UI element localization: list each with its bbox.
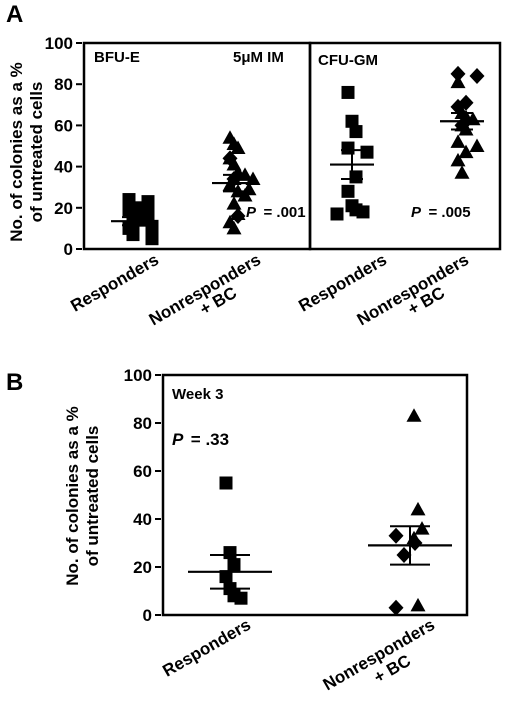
panel-a-tick-label: 80 — [54, 75, 73, 94]
bfu-e-square-point — [126, 228, 140, 242]
bfu-e-p-label: P — [246, 204, 257, 221]
cfu-gm-square-point — [349, 125, 363, 139]
panel-a-tick-label: 0 — [64, 240, 73, 259]
panel-b-triangle-point — [410, 501, 426, 516]
panel-b-marks — [188, 408, 452, 616]
bfu-e-condition: 5μM IM — [233, 49, 284, 66]
cfu-gm-diamond-point — [454, 117, 470, 134]
cfu-gm-square-point — [341, 85, 355, 99]
panel-b-tick-label: 80 — [133, 414, 152, 433]
panel-b-category-responders: Responders — [159, 615, 254, 681]
bfu-e-triangle-point — [230, 140, 246, 155]
panel-a-y-label-line2: of untreated cells — [27, 82, 46, 223]
bfu-e-triangle-point — [245, 171, 261, 185]
cfu-gm-triangle-point — [450, 134, 466, 148]
cfu-gm-title: CFU-GM — [318, 52, 378, 69]
panel-a-y-label-line1: No. of colonies as a % — [7, 62, 26, 242]
panel-b-tick-label: 40 — [133, 510, 152, 529]
cfu-gm-p-label: P — [411, 204, 422, 221]
panel-b-diamond-point — [388, 527, 404, 544]
panel-b-title: Week 3 — [172, 386, 223, 403]
cfu-gm-triangle-point — [469, 138, 485, 152]
panel-b-diamond-point — [388, 599, 404, 616]
panel-a-tick-label: 60 — [54, 116, 73, 135]
panel-a-y-axis-ticks: 0 20 40 60 80 100 — [45, 34, 82, 259]
panel-b-tick-label: 100 — [124, 366, 152, 385]
panel-b-p-number: = .33 — [191, 430, 229, 449]
panel-b-y-axis-ticks: 0 20 40 60 80 100 — [124, 366, 161, 625]
bfu-e-p-value: P = .001 — [246, 204, 306, 221]
panel-b-triangle-point — [414, 521, 430, 535]
panel-b-diamond-point — [407, 535, 423, 551]
panel-b-p-value: P = .33 — [172, 430, 229, 449]
bfu-e-square-point — [145, 219, 159, 233]
cfu-gm-diamond-point — [450, 65, 466, 82]
cfu-gm-square-point — [356, 205, 370, 219]
bfu-e-triangle-point — [226, 220, 242, 235]
panel-b-tick-label: 20 — [133, 558, 152, 577]
panel-a-cfu-gm-frame — [308, 41, 502, 251]
bfu-e-square-point — [141, 195, 155, 209]
panel-a-tick-label: 100 — [45, 34, 73, 53]
bfu-e-marks — [111, 130, 261, 246]
panel-b-y-label-line1: No. of colonies as a % — [63, 406, 82, 586]
panel-a-tick-label: 20 — [54, 199, 73, 218]
panel-b-p-label: P — [172, 430, 184, 449]
cfu-gm-square-point — [341, 184, 355, 198]
bfu-e-diamond-point — [226, 170, 242, 187]
cfu-gm-square-point — [360, 145, 374, 159]
panel-b-frame — [161, 373, 469, 617]
panel-b-letter: B — [6, 369, 23, 396]
bfu-e-square-point — [145, 232, 159, 246]
panel-b-tick-label: 0 — [143, 606, 152, 625]
cfu-gm-marks — [330, 65, 485, 221]
bfu-e-diamond-point — [222, 150, 238, 167]
panel-b-triangle-point — [406, 408, 422, 422]
bfu-e-p-number: = .001 — [263, 204, 305, 221]
panel-b-triangle-point — [410, 597, 426, 612]
cfu-gm-triangle-point — [454, 165, 470, 179]
panel-b-diamond-point — [396, 547, 412, 563]
panel-a-letter: A — [6, 1, 23, 28]
bfu-e-triangle-point — [237, 187, 253, 202]
panel-a-y-axis-label: No. of colonies as a % of untreated cell… — [7, 62, 46, 242]
bfu-e-triangle-point — [226, 196, 242, 210]
panel-b-square-point — [219, 476, 233, 490]
cfu-gm-triangle-point — [450, 152, 466, 167]
cfu-gm-diamond-point — [469, 67, 485, 84]
cfu-gm-p-value: P = .005 — [411, 204, 471, 221]
panel-b-square-point — [234, 591, 248, 605]
panel-b-y-label-line2: of untreated cells — [83, 426, 102, 567]
bfu-e-diamond-point — [230, 208, 246, 225]
cfu-gm-square-point — [345, 114, 359, 128]
panel-b-tick-label: 60 — [133, 462, 152, 481]
cfu-gm-diamond-point — [450, 98, 466, 115]
cfu-gm-triangle-point — [458, 144, 474, 159]
panel-b-y-axis-label: No. of colonies as a % of untreated cell… — [63, 406, 102, 586]
panel-a-tick-label: 40 — [54, 158, 73, 177]
cfu-gm-p-number: = .005 — [428, 204, 470, 221]
cfu-gm-square-point — [330, 207, 344, 221]
bfu-e-title: BFU-E — [94, 49, 140, 66]
bfu-e-category-responders: Responders — [67, 250, 162, 316]
